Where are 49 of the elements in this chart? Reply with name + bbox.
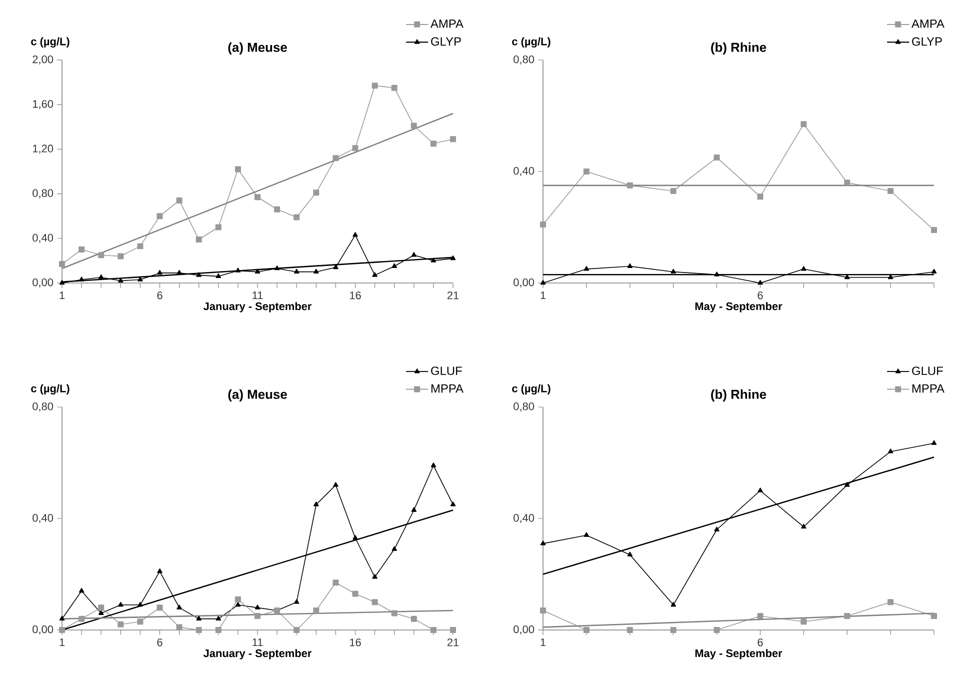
- x-tick-label: 6: [157, 638, 162, 646]
- x-tick-label: 16: [350, 292, 361, 300]
- chart-title: (a) Meuse: [228, 42, 287, 54]
- legend-label: AMPA: [430, 20, 464, 28]
- y-axis-title: c (µg/L): [512, 37, 550, 48]
- x-tick-label: 6: [758, 292, 763, 300]
- y-tick-label: 0,80: [514, 402, 534, 412]
- y-tick-label: 0,40: [514, 514, 534, 524]
- y-tick-label: 2,00: [32, 55, 54, 65]
- chart-title: (b) Rhine: [711, 389, 766, 402]
- x-tick-label: 1: [540, 292, 546, 300]
- legend-label: GLUF: [912, 366, 943, 376]
- y-tick-label: 1,20: [32, 144, 54, 154]
- y-tick-label: 0,00: [514, 278, 534, 288]
- x-axis-title: January - September: [203, 302, 312, 312]
- x-tick-label: 11: [252, 292, 263, 300]
- x-tick-label: 1: [60, 292, 65, 300]
- x-axis-title: May - September: [695, 649, 782, 660]
- y-axis-title: c (µg/L): [31, 384, 70, 395]
- x-tick-label: 6: [157, 292, 162, 300]
- y-tick-label: 0,40: [514, 166, 534, 176]
- legend-label: AMPA: [911, 20, 944, 28]
- chart-title: (a) Meuse: [228, 389, 287, 402]
- y-tick-label: 0,80: [32, 402, 54, 412]
- legend-label: GLYP: [912, 37, 942, 46]
- x-tick-label: 16: [350, 638, 361, 646]
- y-axis-title: c (µg/L): [31, 37, 70, 48]
- y-tick-label: 0,00: [514, 625, 534, 635]
- x-tick-label: 1: [60, 638, 65, 646]
- legend-label: GLUF: [431, 366, 462, 376]
- x-tick-label: 11: [252, 638, 263, 646]
- y-tick-label: 1,60: [32, 100, 54, 110]
- x-tick-label: 1: [540, 638, 546, 646]
- x-tick-label: 6: [758, 638, 763, 646]
- y-tick-label: 0,40: [32, 234, 54, 243]
- x-axis-title: January - September: [203, 649, 312, 660]
- y-tick-label: 0,80: [514, 55, 534, 65]
- x-tick-label: 21: [447, 292, 459, 300]
- x-axis-title: May - September: [695, 302, 782, 312]
- x-tick-label: 21: [447, 638, 459, 646]
- chart-title: (b) Rhine: [711, 42, 766, 54]
- legend-label: MPPA: [912, 384, 944, 393]
- y-tick-label: 0,80: [32, 189, 54, 198]
- y-axis-title: c (µg/L): [512, 384, 550, 395]
- legend-label: MPPA: [431, 384, 464, 393]
- y-tick-label: 0,00: [32, 625, 54, 635]
- y-tick-label: 0,40: [32, 514, 54, 524]
- y-tick-label: 0,00: [32, 278, 54, 288]
- legend-label: GLYP: [431, 37, 461, 46]
